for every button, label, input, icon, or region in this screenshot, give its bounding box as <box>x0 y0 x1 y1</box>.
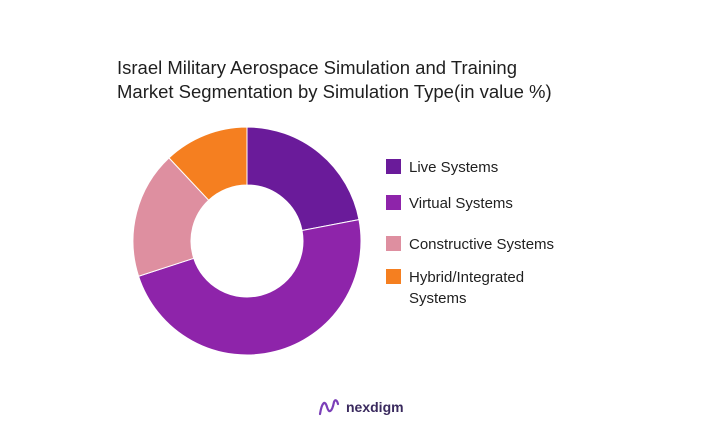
legend-item: Virtual Systems <box>386 193 513 214</box>
legend-item: Live Systems <box>386 157 498 178</box>
legend-swatch <box>386 159 401 174</box>
chart-title-line-1: Israel Military Aerospace Simulation and… <box>117 57 517 78</box>
nexdigm-logo-icon <box>318 399 340 416</box>
legend-swatch <box>386 195 401 210</box>
legend-item: Hybrid/Integrated Systems <box>386 267 524 309</box>
chart-title: Israel Military Aerospace Simulation and… <box>117 56 552 104</box>
legend-item: Constructive Systems <box>386 234 554 255</box>
donut-slice-virtual-systems <box>137 219 362 356</box>
donut-slice-hybrid-integrated-systems <box>168 126 248 201</box>
legend-label: Constructive Systems <box>409 236 555 253</box>
legend-swatch <box>386 269 401 284</box>
legend-label: Hybrid/Integrated Systems <box>409 269 525 307</box>
brand-logo: nexdigm <box>318 398 404 416</box>
legend-label: Live Systems <box>409 159 499 176</box>
chart-title-line-2: Market Segmentation by Simulation Type(i… <box>117 81 552 102</box>
legend-label: Virtual Systems <box>409 195 513 212</box>
legend-swatch <box>386 236 401 251</box>
donut-slice-live-systems <box>246 126 360 232</box>
brand-name: nexdigm <box>346 399 404 415</box>
